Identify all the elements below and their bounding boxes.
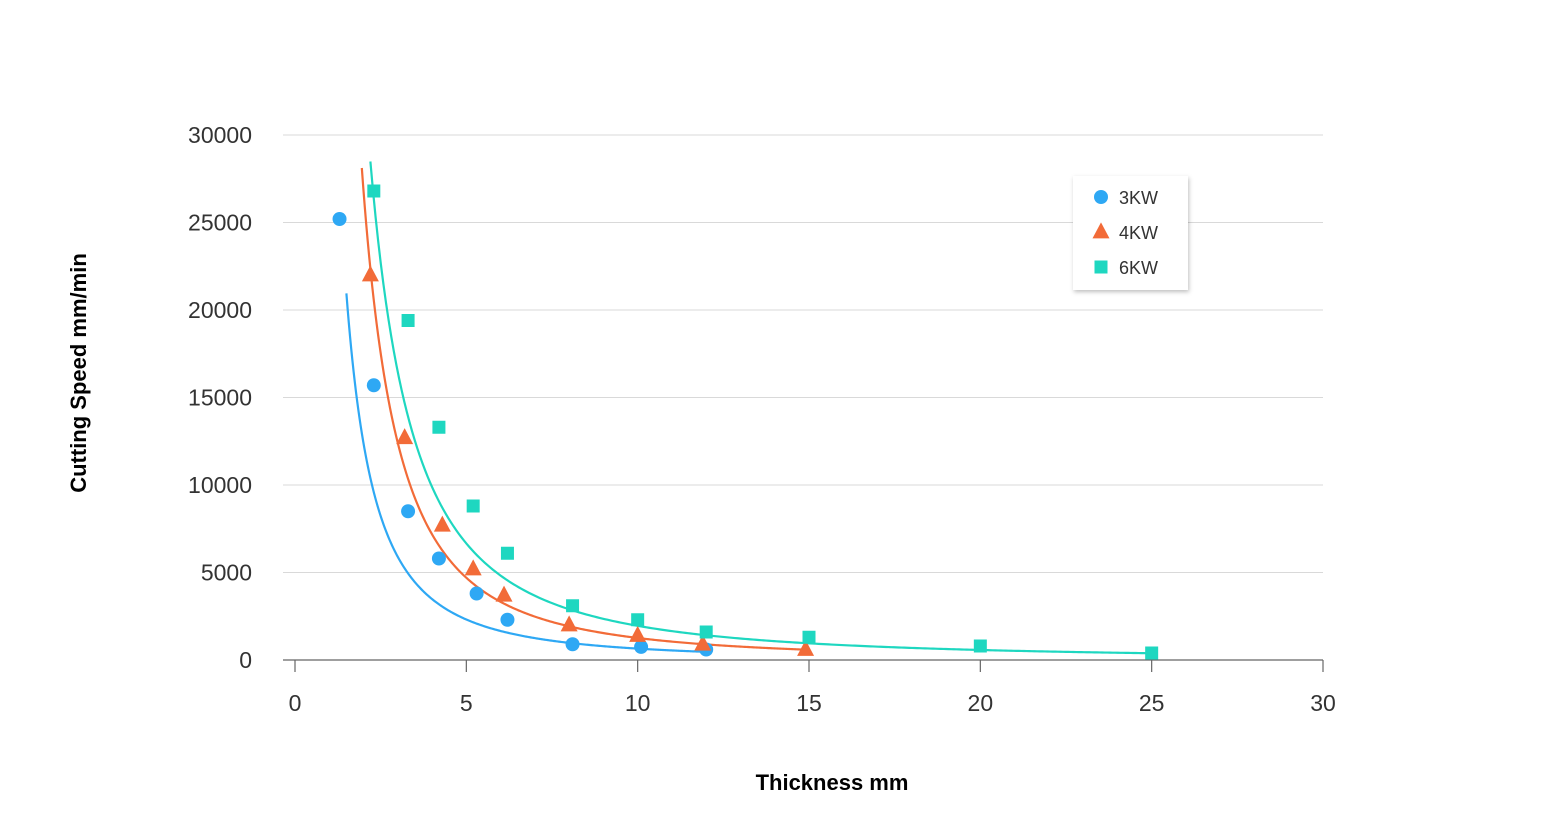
point-4KW-4: [495, 585, 513, 602]
y-tick-label-3: 15000: [188, 385, 252, 411]
point-6KW-4: [500, 546, 514, 560]
point-6KW-7: [699, 625, 713, 639]
point-6KW-9: [973, 639, 987, 653]
point-4KW-3: [464, 559, 482, 576]
y-tick-label-6: 30000: [188, 122, 252, 148]
point-6KW-10: [1145, 646, 1159, 660]
point-6KW-0: [367, 184, 381, 198]
point-4KW-8: [797, 639, 815, 656]
point-3KW-7: [634, 639, 649, 654]
x-tick-label-3: 15: [796, 690, 822, 716]
point-6KW-8: [802, 630, 816, 644]
x-tick-label-0: 0: [289, 690, 302, 716]
legend: 3KW 4KW 6KW: [1073, 176, 1188, 290]
y-tick-label-1: 5000: [201, 560, 252, 586]
gridlines: [283, 134, 1323, 573]
y-tick-label-5: 25000: [188, 210, 252, 236]
point-3KW-2: [401, 504, 416, 519]
x-tick-label-1: 5: [460, 690, 473, 716]
point-4KW-5: [560, 615, 578, 632]
point-6KW-3: [466, 499, 480, 513]
x-axis-title: Thickness mm: [756, 770, 909, 795]
trendlines: [345, 161, 1152, 655]
point-3KW-5: [500, 612, 515, 627]
axes: 0 5000 10000 15000 20000 25000 30000 0 5 10 15 20 25…: [188, 122, 1336, 716]
trendline-6KW: [369, 161, 1152, 655]
y-axis-title: Cutting Speed mm/min: [66, 253, 91, 493]
trendline-4KW: [360, 167, 806, 651]
x-tick-label-6: 30: [1310, 690, 1336, 716]
y-tick-label-0: 0: [239, 647, 252, 673]
point-4KW-6: [629, 625, 647, 642]
legend-label-4KW: 4KW: [1119, 223, 1158, 243]
legend-marker-3KW: [1094, 190, 1108, 204]
point-3KW-4: [469, 586, 484, 601]
point-6KW-5: [566, 599, 580, 613]
data-markers: [332, 184, 1159, 660]
y-tick-label-2: 10000: [188, 472, 252, 498]
trendline-3KW: [345, 293, 707, 653]
point-6KW-1: [401, 314, 415, 327]
point-4KW-2: [433, 515, 451, 532]
y-tick-label-4: 20000: [188, 297, 252, 323]
point-3KW-0: [332, 212, 347, 226]
point-4KW-0: [361, 265, 379, 282]
x-tick-label-5: 25: [1139, 690, 1165, 716]
point-6KW-6: [631, 613, 645, 627]
legend-label-3KW: 3KW: [1119, 188, 1158, 208]
x-tick-label-2: 10: [625, 690, 651, 716]
legend-box: [1073, 176, 1188, 290]
point-3KW-1: [366, 378, 381, 393]
point-6KW-2: [432, 420, 446, 434]
point-3KW-3: [431, 551, 446, 566]
point-3KW-6: [565, 637, 580, 652]
legend-marker-4KW: [1092, 222, 1110, 239]
x-tick-label-4: 20: [968, 690, 994, 716]
legend-label-6KW: 6KW: [1119, 258, 1158, 278]
point-4KW-7: [694, 634, 712, 651]
point-4KW-1: [396, 428, 414, 445]
legend-marker-6KW: [1094, 260, 1108, 274]
